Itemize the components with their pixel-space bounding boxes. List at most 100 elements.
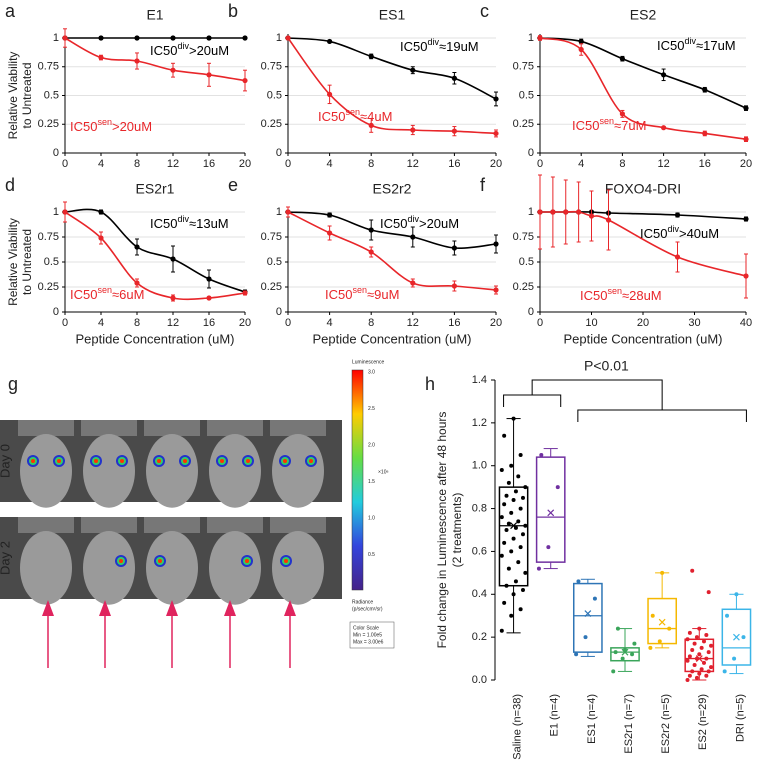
data-point xyxy=(648,645,653,650)
p-value: P<0.01 xyxy=(584,358,629,374)
data-point xyxy=(667,626,672,631)
data-point xyxy=(701,660,706,665)
y-axis-label: (2 treatments) xyxy=(450,493,464,568)
data-point xyxy=(578,38,584,45)
data-point xyxy=(687,673,692,678)
cage-bars xyxy=(81,420,137,436)
ic50-annotation: IC50sen≈4uM xyxy=(318,107,392,124)
data-point xyxy=(706,590,711,595)
data-point xyxy=(701,639,706,644)
data-point xyxy=(578,46,584,53)
data-point xyxy=(451,283,457,289)
y-tick-label: 0.25 xyxy=(261,118,282,130)
ic50-value: >20uM xyxy=(189,43,229,58)
data-point xyxy=(523,523,528,528)
data-point xyxy=(592,596,597,601)
ic50-sup: sen xyxy=(97,285,112,295)
mouse xyxy=(83,530,135,605)
ic50-annotation: IC50div≈13uM xyxy=(150,214,229,231)
cage-bars xyxy=(18,517,74,533)
y-tick-label: 1 xyxy=(528,206,534,218)
data-point xyxy=(697,671,702,676)
arrow-head xyxy=(224,600,236,616)
chart-title: E1 xyxy=(146,7,163,23)
data-point xyxy=(619,111,626,117)
data-point xyxy=(506,480,511,485)
ic50-sup: div xyxy=(177,41,189,51)
ic50-annotation: IC50sen≈28uM xyxy=(580,286,662,303)
data-point xyxy=(615,626,620,631)
x-tick-label: 0 xyxy=(285,158,291,170)
ic50-sup: sen xyxy=(97,117,112,127)
chart-title: ES2 xyxy=(630,7,657,23)
mean-marker xyxy=(584,610,592,617)
y-tick-label: 0.75 xyxy=(38,231,59,243)
mouse xyxy=(83,433,135,508)
ic50-value: ≈9uM xyxy=(367,287,399,302)
data-point xyxy=(410,127,416,133)
ic50-base: IC50 xyxy=(70,287,97,302)
signal xyxy=(309,459,313,463)
x-tick-label: Saline (n=38) xyxy=(511,694,523,760)
data-point xyxy=(98,54,104,61)
ic50-annotation: IC50div≈17uM xyxy=(657,36,736,53)
x-tick-label: 16 xyxy=(203,317,215,329)
ic50-value: >20uM xyxy=(419,216,459,231)
data-point xyxy=(694,635,699,640)
x-tick-label: 0 xyxy=(537,158,543,170)
signal xyxy=(283,459,287,463)
x-axis-label: Peptide Concentration (uM) xyxy=(564,331,723,346)
x-tick-label: 10 xyxy=(585,317,597,329)
data-point xyxy=(170,35,176,41)
ic50-base: IC50 xyxy=(640,226,667,241)
data-point xyxy=(546,545,551,550)
data-point xyxy=(661,125,667,131)
data-point xyxy=(504,493,509,498)
data-point xyxy=(523,570,528,575)
data-point xyxy=(206,72,212,78)
arrow-head xyxy=(166,600,178,616)
scale-text: Color Scale xyxy=(353,625,379,631)
data-point xyxy=(697,626,702,631)
y-tick-label: 1 xyxy=(276,206,282,218)
data-point xyxy=(134,58,140,64)
y-tick-label: 1.4 xyxy=(472,374,487,386)
x-tick-label: ES2 (n=29) xyxy=(697,694,709,750)
box xyxy=(721,608,752,666)
ic50-value: ≈17uM xyxy=(696,38,736,53)
data-point xyxy=(493,96,499,102)
y-axis-label: Relative Viability xyxy=(6,218,20,306)
ic50-base: IC50 xyxy=(325,287,352,302)
data-point xyxy=(588,213,595,219)
y-tick-label: 0.5 xyxy=(519,89,534,101)
data-point xyxy=(520,495,525,500)
radiance-label: Radiance xyxy=(352,599,373,605)
data-point xyxy=(451,245,457,251)
y-tick-label: 0 xyxy=(528,147,534,159)
data-point xyxy=(368,227,374,233)
cage-bars xyxy=(270,420,326,436)
data-point xyxy=(98,235,104,241)
data-point xyxy=(699,667,704,672)
data-point xyxy=(327,212,333,218)
data-point xyxy=(509,510,514,515)
x-tick-label: 12 xyxy=(407,317,419,329)
data-point xyxy=(743,216,749,222)
ic50-sup: sen xyxy=(352,285,367,295)
bracket xyxy=(531,379,663,410)
colorbar-label: 1.0 xyxy=(368,515,375,521)
ic50-base: IC50 xyxy=(150,216,177,231)
y-tick-label: 0.5 xyxy=(44,89,59,101)
arrow-head xyxy=(284,600,296,616)
fit-curve xyxy=(64,37,246,82)
data-point xyxy=(285,35,291,41)
data-point xyxy=(741,635,746,640)
y-tick-label: 0.25 xyxy=(38,281,59,293)
data-point xyxy=(709,665,714,670)
y-axis-label: Relative Viability xyxy=(6,52,20,140)
data-point xyxy=(725,613,730,618)
ic50-base: IC50 xyxy=(318,109,345,124)
signal xyxy=(157,459,161,463)
data-point xyxy=(506,566,511,571)
